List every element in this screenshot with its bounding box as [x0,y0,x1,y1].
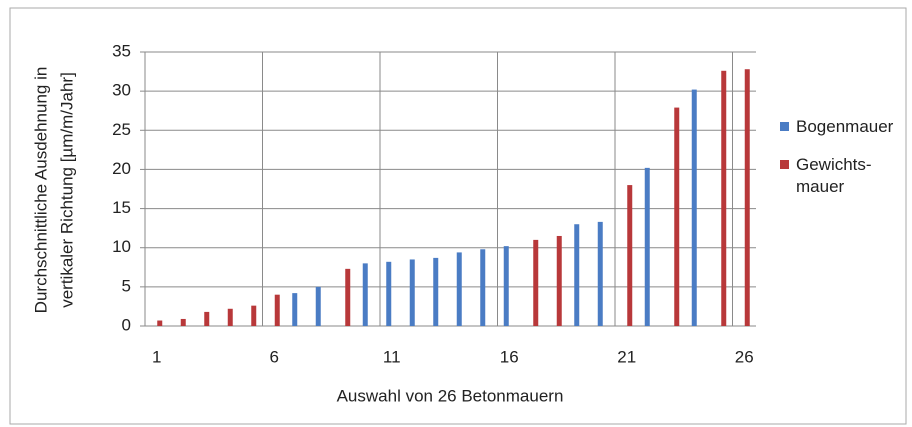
legend-item: Bogenmauer [775,116,905,138]
x-tick-label: 21 [617,347,636,366]
x-tick-label: 1 [152,347,161,366]
bar [315,286,321,326]
x-axis-label: Auswahl von 26 Betonmauern [337,386,564,405]
legend-label: Gewichts- mauer [796,155,872,196]
x-tick-label: 16 [500,347,519,366]
x-tick-label: 11 [383,347,401,366]
bar [744,69,750,327]
bar [597,221,603,326]
y-tick-label: 15 [112,198,131,217]
y-tick-label: 10 [112,237,131,256]
legend-swatch [780,160,789,169]
bar [251,305,257,326]
y-tick-label: 0 [122,315,131,334]
bar [180,318,186,326]
legend-item: Gewichts- mauer [775,154,905,198]
bar [480,249,486,326]
bar [345,268,351,326]
legend: Bogenmauer Gewichts- mauer [775,116,905,214]
bar [433,257,439,326]
bar [503,246,509,326]
bar [627,185,633,326]
y-axis-label: vertikaler Richtung [µm/m/Jahr] [57,72,76,308]
y-tick-label: 30 [112,81,131,100]
bar [721,70,727,326]
y-tick-label: 5 [122,276,131,295]
legend-label: Bogenmauer [796,117,894,136]
bar [691,89,697,326]
bar [292,293,298,326]
bar [674,107,680,326]
bar [556,235,562,326]
legend-swatch [780,122,789,131]
frame [9,7,907,425]
y-tick-label: 35 [112,41,131,60]
bar [157,320,163,326]
bar [362,263,368,326]
x-tick-label: 6 [270,347,279,366]
bar [533,239,539,326]
y-tick-label: 20 [112,159,131,178]
bar [409,259,415,326]
bar [274,294,280,326]
bar [574,224,580,326]
bar [227,308,233,326]
bar [386,261,392,326]
bar [644,167,650,326]
y-tick-label: 25 [112,120,131,139]
x-tick-label: 26 [735,347,754,366]
bar [456,252,462,326]
y-axis-label: Durchschnittliche Ausdehnung in [31,67,50,314]
bar [204,311,210,326]
